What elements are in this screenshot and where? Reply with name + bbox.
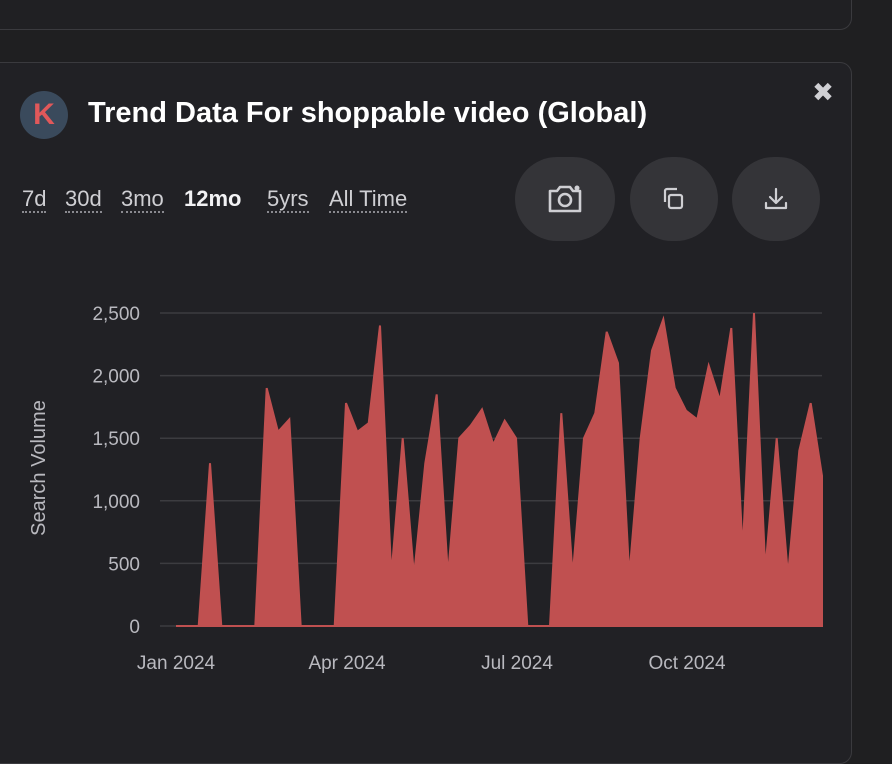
- x-tick-label: Jul 2024: [481, 653, 553, 674]
- close-icon[interactable]: ✖: [812, 76, 834, 107]
- range-7d[interactable]: 7d: [22, 186, 47, 213]
- range-5yrs[interactable]: 5yrs: [267, 186, 309, 213]
- x-tick-label: Apr 2024: [308, 653, 386, 674]
- range-30d[interactable]: 30d: [65, 186, 102, 213]
- camera-icon: [548, 185, 582, 213]
- card-title: Trend Data For shoppable video (Global): [88, 97, 648, 129]
- range-12mo[interactable]: 12mo: [184, 186, 242, 211]
- logo-letter: K: [33, 98, 55, 131]
- copy-icon: [663, 187, 684, 210]
- x-tick-label: Jan 2024: [137, 653, 216, 674]
- download-icon: [764, 187, 788, 210]
- y-tick-label: 2,000: [92, 367, 140, 388]
- y-tick-label: 500: [108, 554, 140, 575]
- y-tick-label: 2,500: [92, 304, 140, 325]
- screenshot-button[interactable]: [515, 157, 615, 241]
- y-tick-label: 1,000: [92, 492, 140, 513]
- x-tick-label: Oct 2024: [648, 653, 726, 674]
- y-axis-label: Search Volume: [28, 400, 50, 536]
- previous-card: [0, 0, 852, 30]
- logo: K: [20, 91, 68, 139]
- area-series: [176, 312, 823, 627]
- copy-button[interactable]: [630, 157, 718, 241]
- y-tick-label: 1,500: [92, 429, 140, 450]
- y-tick-label: 0: [129, 617, 140, 638]
- range-3mo[interactable]: 3mo: [121, 186, 164, 213]
- download-button[interactable]: [732, 157, 820, 241]
- range-all-time[interactable]: All Time: [329, 186, 408, 213]
- trend-chart: 0 500 1,000 1,500 2,000 2,500 Jan 2024 Apr 2024…: [28, 304, 823, 674]
